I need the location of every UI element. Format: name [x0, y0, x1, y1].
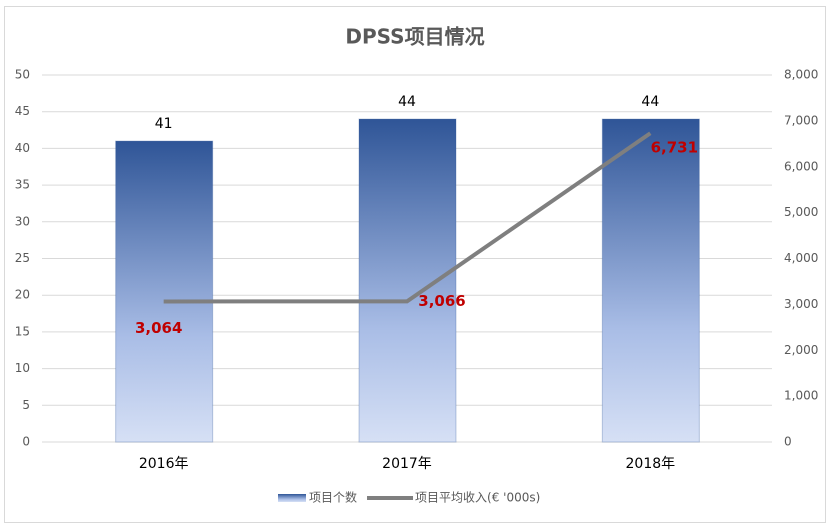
- y2-tick-label: 5,000: [784, 205, 818, 219]
- y-tick-label: 5: [22, 398, 30, 412]
- bar-value-label: 44: [398, 94, 416, 110]
- chart-title: DPSS项目情况: [345, 25, 484, 49]
- y-tick-label: 10: [15, 361, 30, 375]
- y-tick-label: 15: [15, 324, 30, 338]
- y-tick-label: 40: [15, 141, 30, 155]
- line-value-label: 6,731: [651, 139, 698, 157]
- bar-value-label: 41: [155, 116, 173, 132]
- bar: [601, 118, 700, 443]
- y-tick-label: 50: [15, 68, 30, 82]
- y2-tick-label: 3,000: [784, 297, 818, 311]
- y-tick-label: 0: [22, 435, 30, 449]
- legend-label: 项目个数: [309, 490, 357, 505]
- x-tick-label: 2016年: [139, 456, 189, 472]
- y2-tick-label: 2,000: [784, 343, 818, 357]
- bar-value-label: 44: [641, 94, 659, 110]
- legend-label: 项目平均收入(€ '000s): [415, 491, 540, 505]
- y-tick-label: 45: [15, 104, 30, 118]
- line-value-label: 3,066: [418, 292, 465, 310]
- bar: [115, 140, 214, 443]
- y2-tick-label: 4,000: [784, 251, 818, 265]
- y-tick-label: 30: [15, 214, 30, 228]
- y2-tick-label: 1,000: [784, 389, 818, 403]
- y-tick-label: 35: [15, 178, 30, 192]
- y2-tick-label: 6,000: [784, 159, 818, 173]
- line: [163, 131, 652, 304]
- x-tick-label: 2017年: [382, 456, 432, 472]
- y2-tick-label: 7,000: [784, 113, 818, 127]
- y2-tick-label: 8,000: [784, 68, 818, 82]
- line-value-label: 3,064: [135, 319, 182, 337]
- x-tick-label: 2018年: [626, 456, 676, 472]
- bar: [358, 118, 457, 443]
- y-tick-label: 20: [15, 288, 30, 302]
- y2-tick-label: 0: [784, 435, 792, 449]
- y-tick-label: 25: [15, 251, 30, 265]
- legend-swatch: [278, 494, 306, 502]
